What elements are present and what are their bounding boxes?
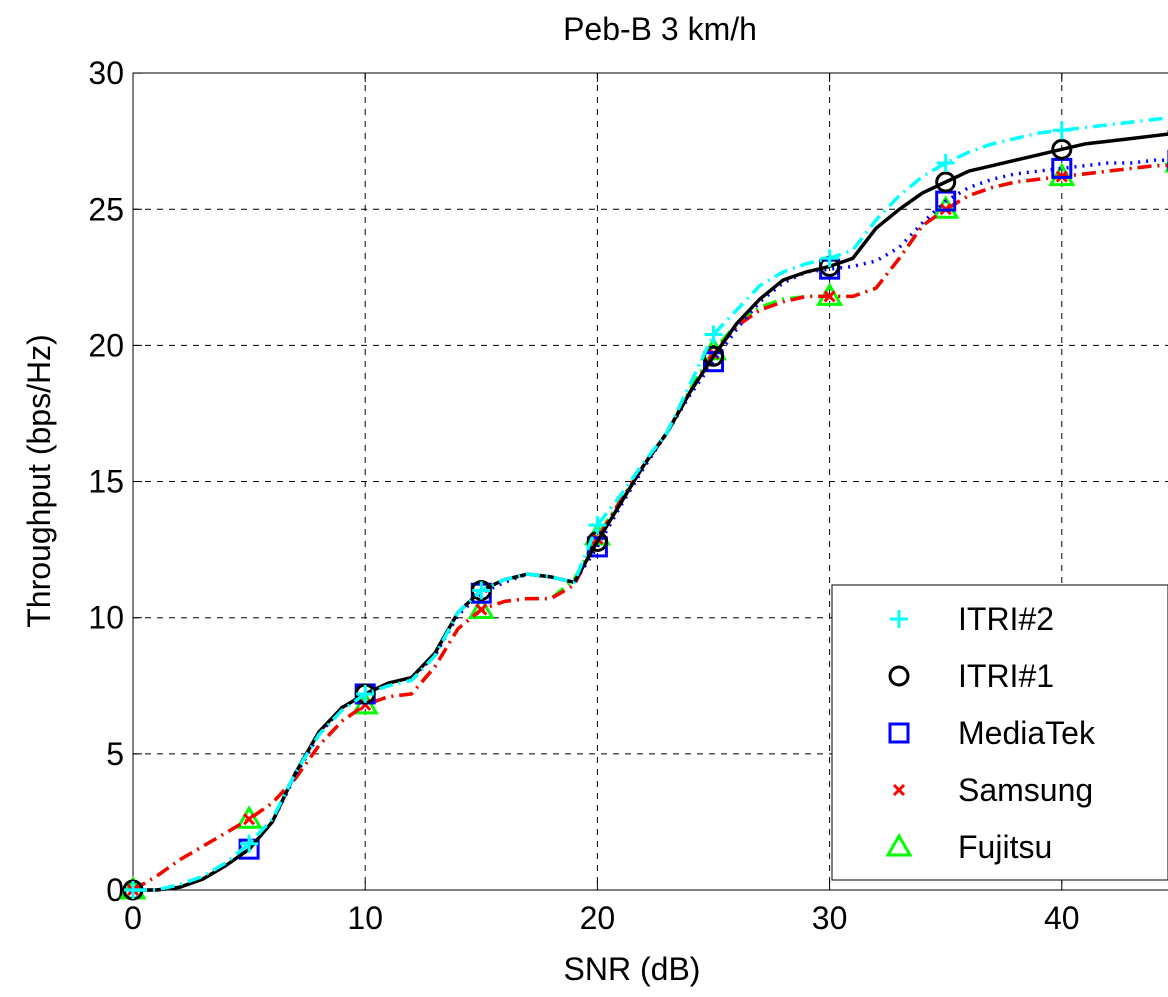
series-group: [119, 116, 1168, 901]
legend-marker-samsung: [892, 783, 906, 797]
x-tick-label: 30: [812, 900, 848, 936]
grid: [133, 73, 1168, 890]
series-itri-2: [124, 116, 1168, 899]
x-marker-b: [823, 290, 836, 303]
y-tick-label: 0: [106, 872, 124, 908]
data-point-itri-2: [124, 881, 142, 899]
legend-label-fujitsu: Fujitsu: [958, 829, 1052, 865]
legend-item-samsung: Samsung: [892, 772, 1093, 808]
data-point-samsung: [243, 813, 256, 826]
x-tick-label: 0: [124, 900, 142, 936]
data-point-fujitsu: [467, 595, 495, 620]
x-marker-b: [243, 813, 256, 826]
chart-title: Peb-B 3 km/h: [563, 11, 757, 47]
legend-label-samsung: Samsung: [958, 772, 1093, 808]
data-point-itri-2: [936, 153, 955, 172]
series-line-itri-2: [133, 116, 1168, 892]
data-point-samsung: [823, 290, 836, 303]
data-point-itri-2: [820, 249, 839, 268]
x-axis-label: SNR (dB): [564, 951, 701, 987]
data-point-itri-2: [704, 325, 723, 344]
y-tick-label: 5: [106, 736, 124, 772]
series-line-samsung: [132, 163, 1168, 892]
y-tick-label: 30: [88, 55, 124, 91]
y-tick-label: 15: [88, 464, 124, 500]
data-point-itri-2: [356, 684, 375, 703]
y-tick-label: 10: [88, 600, 124, 636]
data-point-itri-2: [472, 581, 491, 600]
x-tick-label: 20: [580, 900, 616, 936]
y-tick-label: 20: [88, 327, 124, 363]
legend-item-fujitsu: Fujitsu: [885, 829, 1052, 865]
y-tick-label: 25: [88, 191, 124, 227]
y-axis-label: Throughput (bps/Hz): [21, 334, 57, 627]
legend-marker-mediatek: [888, 722, 910, 744]
data-point-samsung: [475, 603, 488, 616]
data-point-itri-2: [588, 516, 607, 535]
legend-item-mediatek: MediaTek: [888, 715, 1096, 751]
legend-marker-itri-1: [888, 665, 910, 687]
legend-item-itri-1: ITRI#1: [888, 658, 1054, 694]
data-point-itri-1: [1051, 138, 1073, 160]
data-point-itri-2: [240, 834, 259, 853]
legend: ITRI#2 ITRI#1 MediaTek Samsung Fujitsu: [831, 584, 1168, 881]
legend-box: [831, 584, 1168, 881]
data-point-itri-2: [1052, 121, 1071, 140]
data-point-mediatek: [703, 351, 724, 373]
legend-label-itri-1: ITRI#1: [958, 658, 1054, 694]
x-marker-b: [475, 603, 488, 616]
legend-marker-fujitsu: [885, 833, 913, 857]
x-tick-label: 10: [347, 900, 383, 936]
data-point-fujitsu: [235, 805, 263, 829]
x-marker-b: [892, 783, 906, 797]
x-tick-label: 40: [1044, 900, 1080, 936]
data-point-itri-1: [935, 171, 957, 193]
legend-item-itri-2: ITRI#2: [890, 601, 1054, 637]
legend-label-mediatek: MediaTek: [958, 715, 1096, 751]
axis-ticks: 0 10 20 30 40 0 5 10 15 20 25 30: [88, 55, 1079, 936]
legend-marker-itri-2: [890, 610, 908, 628]
legend-label-itri-2: ITRI#2: [958, 601, 1054, 637]
